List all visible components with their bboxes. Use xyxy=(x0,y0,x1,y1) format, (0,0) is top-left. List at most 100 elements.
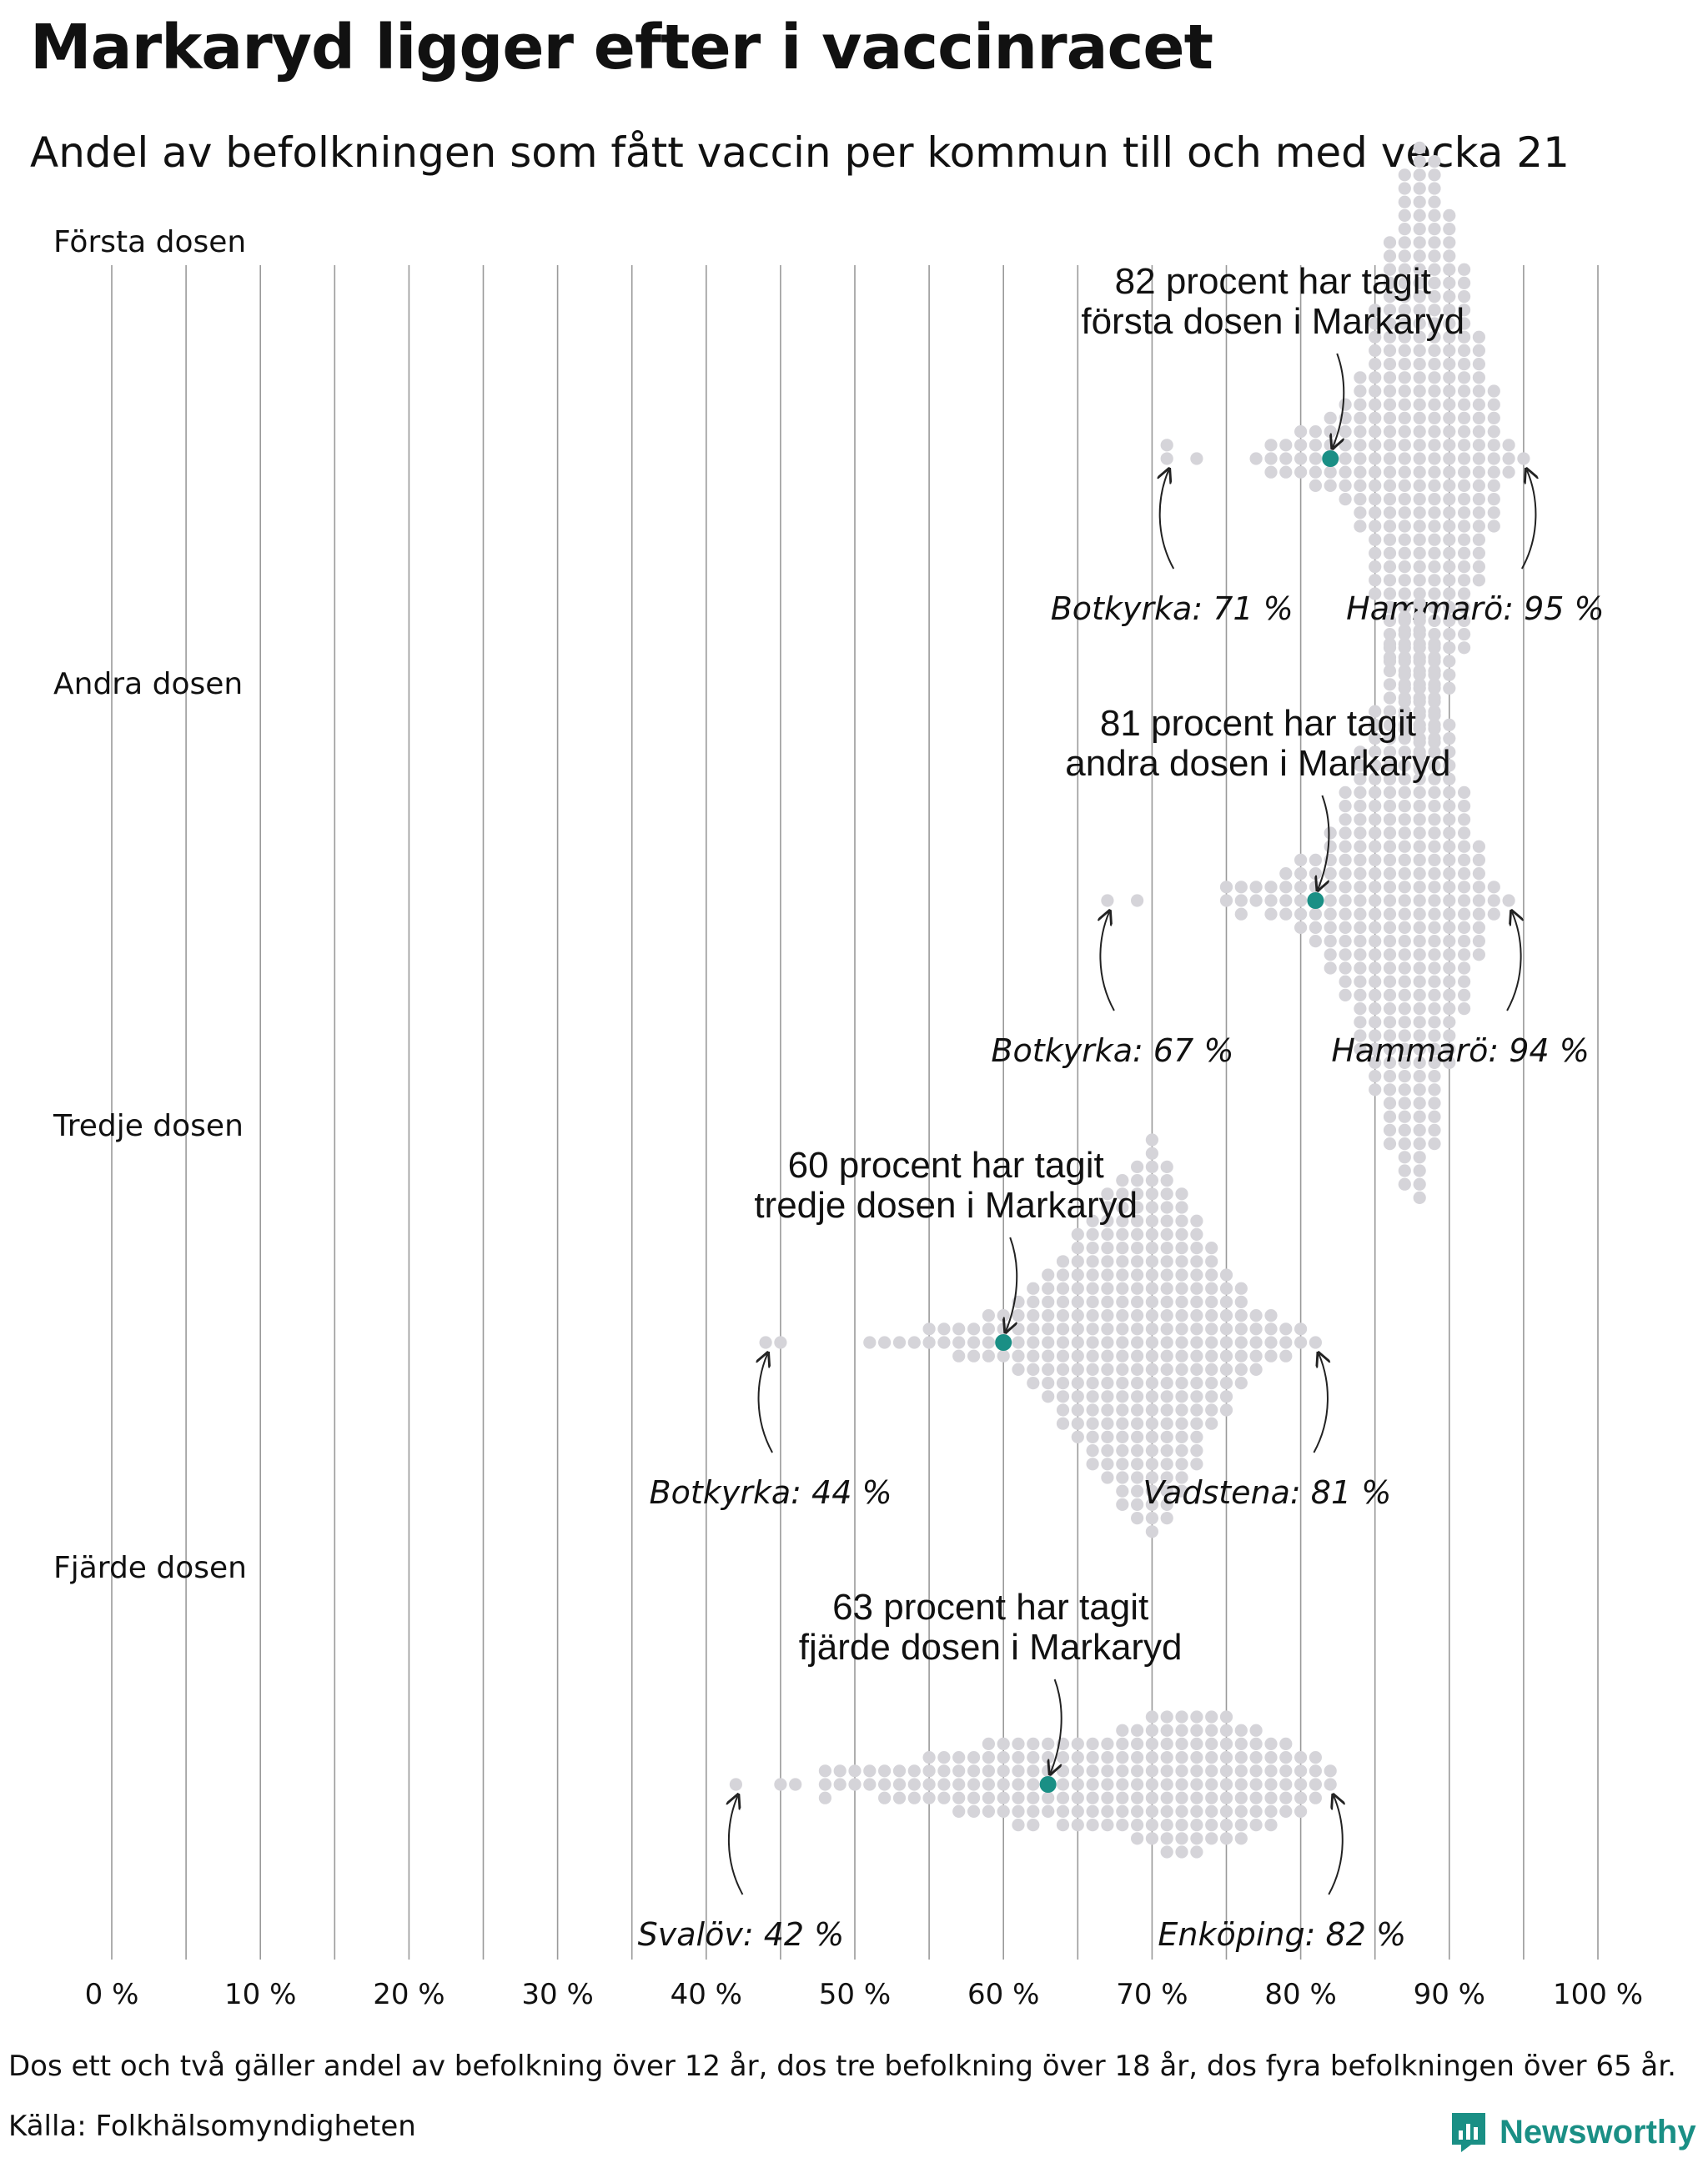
municipality-dot xyxy=(1145,1724,1158,1737)
municipality-dot xyxy=(1428,1137,1441,1151)
municipality-dot xyxy=(1413,718,1426,732)
municipality-dot xyxy=(1398,867,1411,881)
municipality-dot xyxy=(1428,614,1441,628)
municipality-dot xyxy=(1116,1804,1129,1818)
municipality-dot xyxy=(1398,208,1411,222)
municipality-dot xyxy=(1071,1804,1084,1818)
municipality-dot xyxy=(1131,1444,1144,1458)
municipality-dot xyxy=(1160,1403,1173,1417)
municipality-dot xyxy=(1116,1187,1129,1201)
municipality-dot xyxy=(1383,650,1397,665)
municipality-dot xyxy=(1398,587,1411,600)
municipality-dot xyxy=(1398,1070,1411,1083)
municipality-dot xyxy=(1131,1471,1144,1484)
municipality-dot xyxy=(1383,1083,1397,1097)
municipality-dot xyxy=(1116,1724,1129,1737)
municipality-dot xyxy=(1339,853,1352,866)
municipality-dot xyxy=(1071,1417,1084,1430)
municipality-dot xyxy=(1443,506,1456,519)
municipality-dot xyxy=(1398,330,1411,344)
min-arrow xyxy=(729,1796,744,1895)
municipality-dot xyxy=(1116,1336,1129,1349)
municipality-dot xyxy=(1413,411,1426,424)
source-note: Källa: Folkhälsomyndigheten xyxy=(8,2110,416,2143)
municipality-dot xyxy=(1472,894,1485,907)
municipality-dot xyxy=(982,1309,995,1322)
municipality-dot xyxy=(1428,290,1441,304)
municipality-dot xyxy=(1472,344,1485,357)
municipality-dot xyxy=(1219,1804,1233,1818)
municipality-dot xyxy=(1071,1309,1084,1322)
municipality-dot xyxy=(1413,1070,1426,1083)
municipality-dot xyxy=(1160,1832,1173,1845)
panel-label: Tredje dosen xyxy=(53,1109,244,1143)
municipality-dot xyxy=(1398,452,1411,465)
municipality-dot xyxy=(1324,881,1337,894)
municipality-dot xyxy=(1294,465,1308,479)
municipality-dot xyxy=(1413,330,1426,344)
municipality-dot xyxy=(1443,587,1456,600)
municipality-dot xyxy=(1131,1336,1144,1349)
municipality-dot xyxy=(1413,637,1426,650)
municipality-dot xyxy=(1413,610,1426,624)
municipality-dot xyxy=(1398,935,1411,948)
municipality-dot xyxy=(1458,560,1471,574)
municipality-dot xyxy=(1339,493,1352,506)
municipality-dot xyxy=(1398,988,1411,1001)
municipality-dot xyxy=(1071,1778,1084,1791)
municipality-dot xyxy=(1383,840,1397,853)
municipality-dot xyxy=(1042,1363,1055,1376)
min-label: Botkyrka: 44 % xyxy=(650,1474,892,1511)
municipality-dot xyxy=(1369,772,1382,785)
municipality-dot xyxy=(1428,1110,1441,1123)
municipality-dot xyxy=(1472,921,1485,934)
newsworthy-logo: Newsworthy xyxy=(1449,2103,1696,2161)
municipality-dot xyxy=(1398,493,1411,506)
municipality-dot xyxy=(982,1791,995,1804)
municipality-dot xyxy=(1116,1214,1129,1227)
municipality-dot xyxy=(1086,1377,1099,1390)
municipality-dot xyxy=(1428,398,1441,411)
municipality-dot xyxy=(1205,1295,1218,1308)
municipality-dot xyxy=(1458,533,1471,546)
municipality-dot xyxy=(1324,961,1337,975)
municipality-dot xyxy=(1502,465,1515,479)
municipality-dot xyxy=(1131,1791,1144,1804)
municipality-dot xyxy=(1354,398,1367,411)
municipality-dot xyxy=(1205,1737,1218,1750)
municipality-dot xyxy=(1413,1191,1426,1204)
highlight-dot xyxy=(1307,892,1324,909)
municipality-dot xyxy=(1042,1322,1055,1336)
municipality-dot xyxy=(1413,452,1426,465)
municipality-dot xyxy=(1309,1336,1322,1349)
municipality-dot xyxy=(1383,587,1397,600)
highlight-annotation-line2: fjärde dosen i Markaryd xyxy=(799,1627,1183,1668)
municipality-dot xyxy=(1383,560,1397,574)
municipality-dot xyxy=(1205,1819,1218,1832)
municipality-dot xyxy=(1354,439,1367,452)
municipality-dot xyxy=(1398,304,1411,317)
municipality-dot xyxy=(1309,853,1322,866)
municipality-dot xyxy=(1042,1791,1055,1804)
municipality-dot xyxy=(1443,1016,1456,1029)
municipality-dot xyxy=(1205,1282,1218,1295)
municipality-dot xyxy=(1458,975,1471,988)
municipality-dot xyxy=(1234,1349,1248,1363)
municipality-dot xyxy=(863,1778,877,1791)
municipality-dot xyxy=(1190,1349,1203,1363)
municipality-dot xyxy=(1116,1484,1129,1498)
municipality-dot xyxy=(1175,1309,1188,1322)
municipality-dot xyxy=(922,1336,936,1349)
municipality-dot xyxy=(1369,732,1382,745)
municipality-dot xyxy=(1398,358,1411,371)
municipality-dot xyxy=(1219,1710,1233,1724)
municipality-dot xyxy=(1190,1444,1203,1458)
municipality-dot xyxy=(1145,1804,1158,1818)
municipality-dot xyxy=(1443,533,1456,546)
municipality-dot xyxy=(1160,1201,1173,1214)
municipality-dot xyxy=(1413,1029,1426,1042)
municipality-dot xyxy=(1160,1336,1173,1349)
municipality-dot xyxy=(1383,533,1397,546)
municipality-dot xyxy=(1160,1724,1173,1737)
